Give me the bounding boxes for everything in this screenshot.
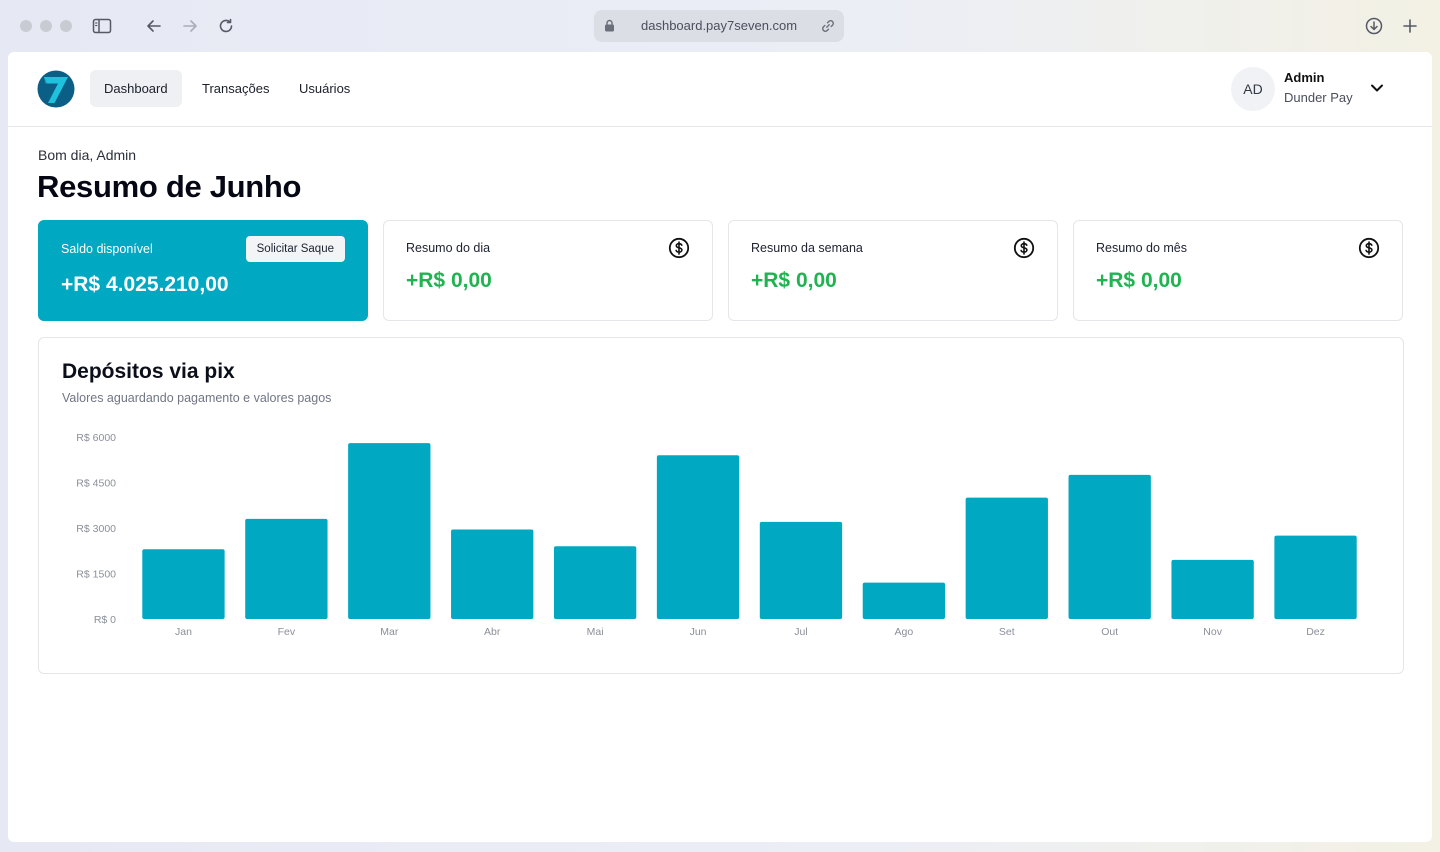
sidebar-toggle-icon[interactable] <box>90 14 114 38</box>
bar-mai[interactable] <box>553 546 637 619</box>
x-tick-label: Abr <box>484 626 501 638</box>
bar-ago[interactable] <box>862 582 946 619</box>
x-tick-label: Set <box>999 626 1015 638</box>
x-tick-label: Dez <box>1306 626 1325 638</box>
greeting-text: Bom dia, Admin <box>38 147 137 163</box>
month-summary-label: Resumo do mês <box>1096 241 1188 255</box>
day-summary-label: Resumo do dia <box>406 241 491 255</box>
week-summary-value: +R$ 0,00 <box>751 269 837 292</box>
balance-card: Saldo disponível Solicitar Saque +R$ 4.0… <box>38 220 368 321</box>
user-organization: Dunder Pay <box>1284 90 1353 105</box>
dollar-circle-icon <box>1358 237 1380 259</box>
maximize-window-button[interactable] <box>60 20 72 32</box>
new-tab-icon[interactable] <box>1398 14 1422 38</box>
dollar-circle-icon <box>1013 237 1035 259</box>
week-summary-card: Resumo da semana +R$ 0,00 <box>728 220 1058 321</box>
top-navigation: Dashboard Transações Usuários AD Admin D… <box>8 52 1432 127</box>
reload-icon[interactable] <box>214 14 238 38</box>
back-arrow-icon[interactable] <box>142 14 166 38</box>
page-title: Resumo de Junho <box>37 169 302 204</box>
x-tick-label: Jun <box>690 626 707 638</box>
user-name: Admin <box>1284 70 1325 85</box>
chart-title: Depósitos via pix <box>62 360 235 383</box>
download-icon[interactable] <box>1362 14 1386 38</box>
x-tick-label: Fev <box>278 626 296 638</box>
x-tick-label: Nov <box>1203 626 1222 638</box>
close-window-button[interactable] <box>20 20 32 32</box>
month-summary-card: Resumo do mês +R$ 0,00 <box>1073 220 1403 321</box>
bar-set[interactable] <box>965 497 1048 619</box>
y-tick-label: R$ 1500 <box>76 569 116 581</box>
chart-subtitle: Valores aguardando pagamento e valores p… <box>62 391 332 405</box>
day-summary-card: Resumo do dia +R$ 0,00 <box>383 220 713 321</box>
minimize-window-button[interactable] <box>40 20 52 32</box>
nav-dashboard[interactable]: Dashboard <box>90 70 182 107</box>
bar-dez[interactable] <box>1274 535 1357 619</box>
page-content: Dashboard Transações Usuários AD Admin D… <box>8 52 1432 842</box>
x-tick-label: Out <box>1101 626 1118 638</box>
url-text: dashboard.pay7seven.com <box>641 18 798 33</box>
bar-chart: R$ 0 R$ 1500 R$ 3000 R$ 4500 R$ 6000 Jan Fev Ma… <box>76 432 1357 638</box>
nav-usuarios[interactable]: Usuários <box>299 81 351 96</box>
x-tick-label: Mar <box>380 626 399 638</box>
dollar-circle-icon <box>668 237 690 259</box>
bar-mar[interactable] <box>348 443 431 619</box>
bar-nov[interactable] <box>1171 559 1254 619</box>
day-summary-value: +R$ 0,00 <box>406 269 492 292</box>
bar-out[interactable] <box>1068 474 1151 619</box>
avatar[interactable]: AD <box>1231 67 1275 111</box>
bar-jun[interactable] <box>656 455 740 619</box>
lock-icon <box>605 19 614 32</box>
browser-toolbar: dashboard.pay7seven.com <box>0 0 1440 52</box>
bar-jan[interactable] <box>142 549 225 619</box>
bar-fev[interactable] <box>245 518 328 619</box>
x-tick-label: Jan <box>175 626 192 638</box>
brand-logo[interactable] <box>37 70 75 108</box>
bar-abr[interactable] <box>451 529 534 619</box>
month-summary-value: +R$ 0,00 <box>1096 269 1182 292</box>
pix-deposits-panel: Depósitos via pix Valores aguardando pag… <box>38 337 1404 674</box>
balance-value: +R$ 4.025.210,00 <box>61 273 229 296</box>
x-tick-label: Ago <box>895 626 914 638</box>
y-tick-label: R$ 6000 <box>76 432 116 444</box>
balance-label: Saldo disponível <box>61 242 153 256</box>
window-controls <box>20 20 72 32</box>
link-icon[interactable] <box>820 18 836 34</box>
y-tick-label: R$ 0 <box>94 614 116 626</box>
nav-transacoes[interactable]: Transações <box>202 81 270 96</box>
x-tick-label: Mai <box>587 626 604 638</box>
bar-jul[interactable] <box>759 521 843 619</box>
x-tick-label: Jul <box>794 626 807 638</box>
chevron-down-icon[interactable] <box>1369 80 1385 96</box>
y-tick-label: R$ 3000 <box>76 523 116 535</box>
week-summary-label: Resumo da semana <box>751 241 863 255</box>
y-tick-label: R$ 4500 <box>76 478 116 490</box>
request-withdrawal-button[interactable]: Solicitar Saque <box>245 236 345 262</box>
forward-arrow-icon[interactable] <box>178 14 202 38</box>
address-bar[interactable]: dashboard.pay7seven.com <box>594 10 844 42</box>
